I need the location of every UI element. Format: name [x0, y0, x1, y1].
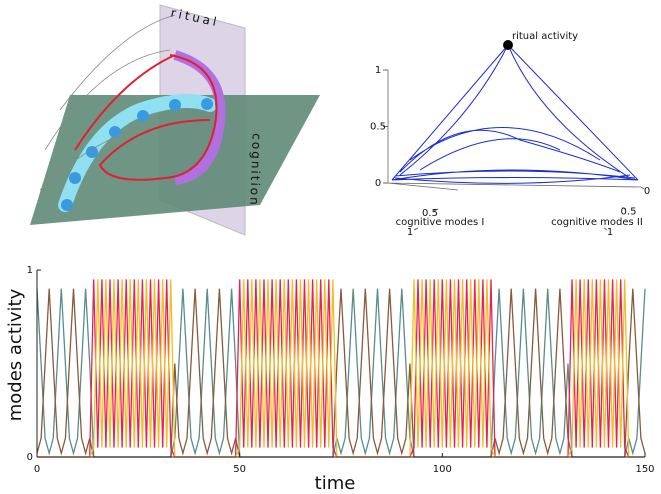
tick-label: 0 — [375, 178, 381, 189]
tick — [603, 227, 608, 231]
diagram: ritual cognition — [30, 4, 320, 236]
tick-label: 1 — [607, 227, 613, 238]
trajectory — [74, 54, 218, 181]
tick — [622, 207, 626, 210]
cognition-label: cognition — [247, 133, 264, 207]
cognition-band — [58, 94, 217, 212]
x-tick-label: 0 — [34, 464, 40, 475]
tick — [433, 208, 439, 212]
tick-label: 1 — [407, 227, 413, 238]
cognition-plane — [30, 95, 320, 225]
y-tick-label: 1 — [27, 265, 33, 276]
trajectories — [391, 44, 639, 184]
tick-label: 0.5 — [422, 208, 438, 219]
ritual-point — [503, 40, 513, 50]
tick-label: 0.5 — [370, 122, 386, 133]
x-axis-label: time — [315, 473, 356, 494]
x-tick-label: 50 — [233, 464, 246, 475]
nodes — [61, 98, 213, 211]
axes — [387, 70, 642, 191]
x-axis-label: cognitive modes I — [396, 217, 485, 228]
tick-label: 0.5 — [621, 207, 637, 218]
tick-label: 0 — [644, 186, 650, 197]
x-tick-label: 150 — [635, 464, 654, 475]
y-axis-label: cognitive modes II — [551, 217, 643, 228]
y-tick-label: 0 — [27, 452, 33, 463]
tick — [640, 186, 645, 190]
tick-label: 1 — [375, 65, 381, 76]
guide-lines — [39, 14, 176, 191]
tick — [413, 227, 419, 231]
y-axis-label: modes activity — [5, 288, 26, 421]
ternary-plot — [387, 40, 642, 191]
ternary-title: ritual activity — [512, 31, 578, 42]
line — [37, 279, 645, 458]
x-tick-label: 100 — [433, 464, 452, 475]
